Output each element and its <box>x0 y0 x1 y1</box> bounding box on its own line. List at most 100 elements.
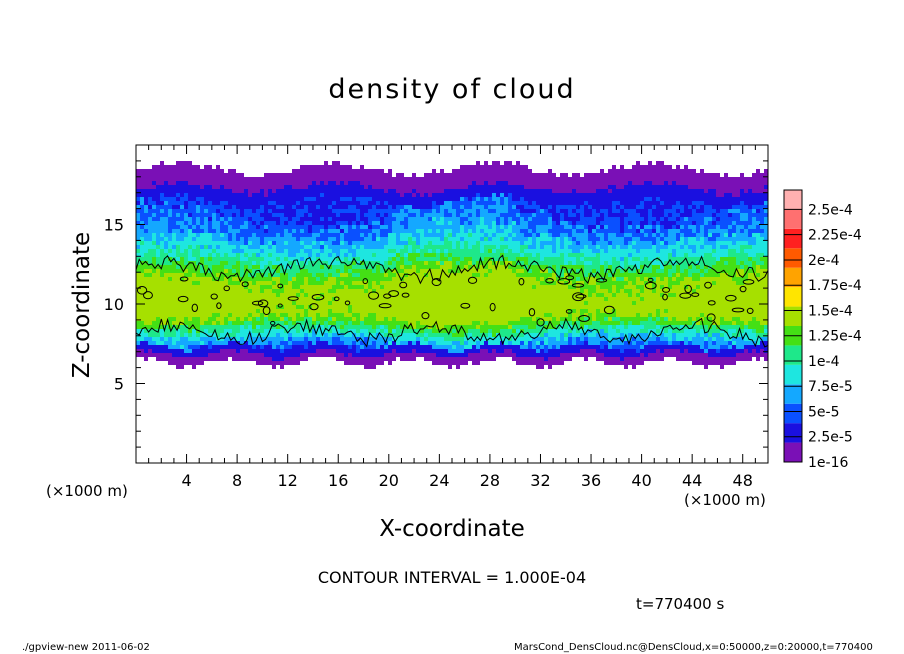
heatmap-cell <box>636 173 640 177</box>
heatmap-cell <box>436 181 440 185</box>
heatmap-cell <box>516 253 520 257</box>
heatmap-cell <box>624 281 628 285</box>
heatmap-cell <box>136 173 140 177</box>
heatmap-cell <box>300 209 304 213</box>
heatmap-cell <box>396 205 400 209</box>
heatmap-cell <box>672 229 676 233</box>
heatmap-cell <box>252 265 256 269</box>
heatmap-cell <box>496 165 500 169</box>
heatmap-cell <box>356 217 360 221</box>
heatmap-cell <box>732 285 736 289</box>
heatmap-cell <box>528 197 532 201</box>
heatmap-cell <box>144 249 148 253</box>
heatmap-cell <box>452 237 456 241</box>
heatmap-cell <box>388 209 392 213</box>
heatmap-cell <box>472 277 476 281</box>
heatmap-cell <box>640 265 644 269</box>
heatmap-cell <box>168 269 172 273</box>
heatmap-cell <box>232 205 236 209</box>
heatmap-cell <box>500 285 504 289</box>
heatmap-cell <box>368 281 372 285</box>
heatmap-cell <box>292 201 296 205</box>
heatmap-cell <box>352 289 356 293</box>
heatmap-cell <box>564 257 568 261</box>
heatmap-cell <box>172 173 176 177</box>
heatmap-cell <box>576 273 580 277</box>
heatmap-cell <box>748 229 752 233</box>
heatmap-cell <box>148 229 152 233</box>
heatmap-cell <box>504 161 508 165</box>
heatmap-cell <box>616 245 620 249</box>
heatmap-cell <box>320 205 324 209</box>
heatmap-cell <box>736 229 740 233</box>
heatmap-cell <box>432 201 436 205</box>
heatmap-cell <box>596 241 600 245</box>
heatmap-cell <box>160 237 164 241</box>
heatmap-cell <box>496 225 500 229</box>
heatmap-cell <box>196 289 200 293</box>
heatmap-cell <box>136 201 140 205</box>
heatmap-cell <box>140 177 144 181</box>
heatmap-cell <box>744 253 748 257</box>
heatmap-cell <box>748 193 752 197</box>
heatmap-cell <box>360 229 364 233</box>
heatmap-cell <box>360 237 364 241</box>
heatmap-cell <box>516 165 520 169</box>
heatmap-cell <box>492 285 496 289</box>
heatmap-cell <box>384 197 388 201</box>
heatmap-cell <box>640 209 644 213</box>
heatmap-cell <box>368 253 372 257</box>
heatmap-cell <box>500 245 504 249</box>
heatmap-cell <box>552 205 556 209</box>
heatmap-cell <box>208 173 212 177</box>
heatmap-cell <box>756 281 760 285</box>
heatmap-cell <box>368 173 372 177</box>
heatmap-cell <box>696 289 700 293</box>
heatmap-cell <box>568 189 572 193</box>
heatmap-cell <box>248 293 252 297</box>
heatmap-cell <box>636 185 640 189</box>
heatmap-cell <box>356 249 360 253</box>
heatmap-cell <box>164 273 168 277</box>
heatmap-cell <box>464 289 468 293</box>
heatmap-cell <box>460 221 464 225</box>
heatmap-cell <box>176 205 180 209</box>
heatmap-cell <box>176 245 180 249</box>
heatmap-cell <box>180 245 184 249</box>
heatmap-cell <box>464 193 468 197</box>
heatmap-cell <box>184 225 188 229</box>
heatmap-cell <box>228 277 232 281</box>
heatmap-cell <box>528 169 532 173</box>
heatmap-cell <box>448 289 452 293</box>
heatmap-cell <box>164 245 168 249</box>
heatmap-cell <box>348 289 352 293</box>
heatmap-cell <box>656 185 660 189</box>
heatmap-cell <box>664 289 668 293</box>
heatmap-cell <box>304 293 308 297</box>
heatmap-cell <box>200 169 204 173</box>
heatmap-cell <box>212 185 216 189</box>
heatmap-cell <box>468 181 472 185</box>
heatmap-cell <box>412 205 416 209</box>
heatmap-cell <box>340 281 344 285</box>
heatmap-cell <box>604 285 608 289</box>
heatmap-cell <box>460 233 464 237</box>
heatmap-cell <box>144 197 148 201</box>
heatmap-cell <box>416 249 420 253</box>
heatmap-cell <box>568 225 572 229</box>
heatmap-cell <box>732 241 736 245</box>
heatmap-cell <box>240 245 244 249</box>
heatmap-cell <box>340 185 344 189</box>
heatmap-cell <box>388 233 392 237</box>
heatmap-cell <box>148 253 152 257</box>
heatmap-cell <box>272 225 276 229</box>
heatmap-cell <box>144 269 148 273</box>
heatmap-cell <box>716 173 720 177</box>
heatmap-cell <box>236 261 240 265</box>
heatmap-cell <box>604 193 608 197</box>
heatmap-cell <box>156 293 160 297</box>
heatmap-cell <box>224 245 228 249</box>
heatmap-cell <box>576 181 580 185</box>
heatmap-cell <box>636 285 640 289</box>
heatmap-cell <box>368 229 372 233</box>
